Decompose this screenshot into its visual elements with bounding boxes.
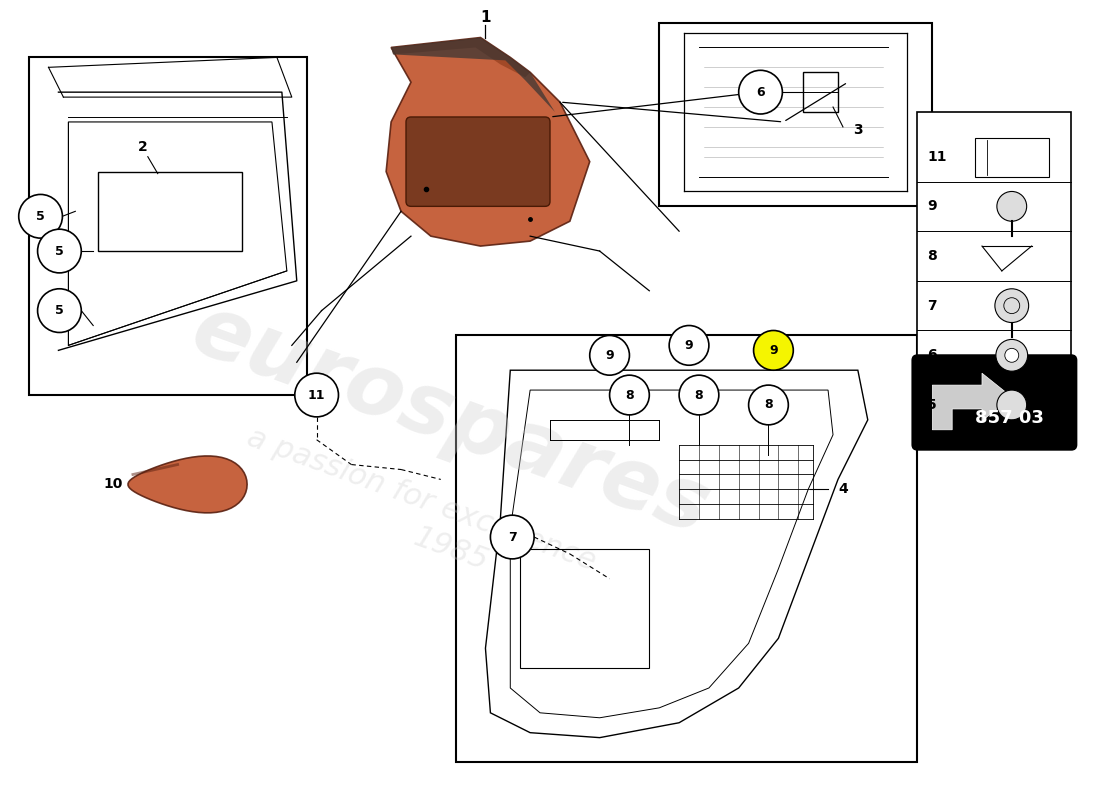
- Circle shape: [997, 191, 1026, 222]
- Text: 9: 9: [684, 339, 693, 352]
- Polygon shape: [386, 38, 590, 246]
- Circle shape: [739, 70, 782, 114]
- Text: 9: 9: [927, 199, 937, 214]
- Circle shape: [609, 375, 649, 415]
- Polygon shape: [128, 456, 248, 513]
- Polygon shape: [392, 38, 530, 78]
- Text: 5: 5: [927, 398, 937, 412]
- Text: 11: 11: [927, 150, 947, 164]
- Text: 10: 10: [103, 478, 123, 491]
- Circle shape: [997, 390, 1026, 420]
- Polygon shape: [392, 38, 556, 112]
- Text: 4: 4: [838, 482, 848, 496]
- FancyBboxPatch shape: [455, 335, 917, 762]
- FancyBboxPatch shape: [406, 117, 550, 206]
- Circle shape: [994, 289, 1028, 322]
- Circle shape: [19, 194, 63, 238]
- Text: 5: 5: [36, 210, 45, 222]
- Circle shape: [679, 375, 718, 415]
- FancyBboxPatch shape: [913, 355, 1076, 450]
- Circle shape: [590, 335, 629, 375]
- Circle shape: [295, 373, 339, 417]
- Text: 2: 2: [138, 140, 147, 154]
- Text: a passion for excellence: a passion for excellence: [242, 422, 600, 576]
- Text: 8: 8: [927, 249, 937, 263]
- Circle shape: [996, 339, 1027, 371]
- Text: 8: 8: [764, 398, 773, 411]
- Polygon shape: [933, 373, 1012, 430]
- Text: 8: 8: [694, 389, 703, 402]
- Text: 5: 5: [55, 304, 64, 317]
- Text: 857 03: 857 03: [975, 409, 1044, 427]
- Text: 11: 11: [308, 389, 326, 402]
- Text: 9: 9: [769, 344, 778, 357]
- Text: 6: 6: [756, 86, 764, 98]
- Text: 7: 7: [508, 530, 517, 543]
- FancyBboxPatch shape: [917, 112, 1071, 440]
- Text: 1: 1: [481, 10, 491, 25]
- Text: 9: 9: [605, 349, 614, 362]
- Text: 5: 5: [55, 245, 64, 258]
- Circle shape: [491, 515, 535, 559]
- Circle shape: [37, 229, 81, 273]
- Circle shape: [754, 330, 793, 370]
- FancyBboxPatch shape: [29, 58, 307, 395]
- Circle shape: [37, 289, 81, 333]
- Text: 3: 3: [852, 123, 862, 137]
- Text: eurospares: eurospares: [180, 288, 720, 552]
- Circle shape: [669, 326, 708, 366]
- Text: 7: 7: [927, 298, 937, 313]
- Circle shape: [1004, 348, 1019, 362]
- FancyBboxPatch shape: [659, 22, 933, 206]
- Text: 1985: 1985: [409, 522, 492, 576]
- Text: 6: 6: [927, 348, 937, 362]
- Circle shape: [749, 385, 789, 425]
- Text: 8: 8: [625, 389, 634, 402]
